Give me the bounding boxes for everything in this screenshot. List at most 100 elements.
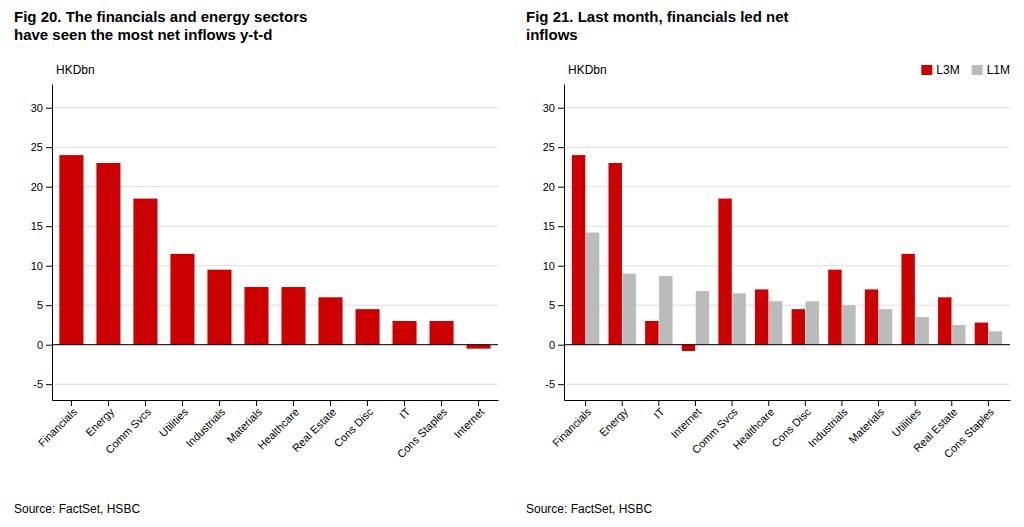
y-tick-mark bbox=[46, 266, 52, 267]
y-tick: 10 bbox=[31, 260, 52, 272]
chart-title: Fig 21. Last month, financials led netin… bbox=[526, 8, 789, 43]
legend-label: L1M bbox=[987, 63, 1010, 77]
x-tick-label: Utilities bbox=[889, 405, 923, 439]
bar bbox=[769, 301, 782, 344]
chart-panel: Fig 21. Last month, financials led netin… bbox=[526, 8, 1011, 516]
bar bbox=[696, 291, 709, 345]
zero-line bbox=[564, 344, 1010, 345]
x-tick: Utilities bbox=[889, 400, 923, 439]
bar bbox=[975, 323, 988, 345]
y-tick: 25 bbox=[543, 141, 564, 153]
x-tick-mark bbox=[805, 400, 806, 406]
x-tick-mark bbox=[219, 400, 220, 406]
y-tick-label: 5 bbox=[37, 299, 43, 311]
y-tick-label: -5 bbox=[33, 378, 43, 390]
bar bbox=[938, 297, 951, 344]
x-tick-label: Industrials bbox=[183, 405, 227, 449]
x-tick: IT bbox=[651, 400, 667, 421]
chart-canvas: Fig 20. The financials and energy sector… bbox=[0, 0, 1024, 527]
x-tick-mark bbox=[108, 400, 109, 406]
bar bbox=[879, 309, 892, 345]
y-tick-label: 10 bbox=[31, 260, 43, 272]
legend-item: L1M bbox=[972, 63, 1010, 77]
x-tick-label: Utilities bbox=[157, 405, 191, 439]
y-tick: 15 bbox=[543, 220, 564, 232]
y-axis: -5051015202530 bbox=[543, 85, 565, 401]
y-tick-mark bbox=[46, 345, 52, 346]
x-tick-mark bbox=[256, 400, 257, 406]
y-tick-mark bbox=[46, 305, 52, 306]
y-tick-mark bbox=[558, 384, 564, 385]
x-tick: Energy bbox=[83, 400, 116, 439]
x-tick-mark bbox=[404, 400, 405, 406]
x-tick: Cons Staples bbox=[941, 400, 996, 460]
x-tick-label: Cons Staples bbox=[395, 405, 450, 460]
bar bbox=[133, 199, 157, 345]
y-tick-label: 30 bbox=[543, 102, 555, 114]
y-tick: 0 bbox=[37, 339, 52, 351]
y-tick-label: 0 bbox=[37, 339, 43, 351]
bar bbox=[865, 289, 878, 344]
bar bbox=[59, 155, 83, 345]
bar bbox=[430, 321, 454, 345]
source-note: Source: FactSet, HSBC bbox=[14, 502, 140, 516]
y-tick-label: -5 bbox=[545, 378, 555, 390]
bar bbox=[609, 163, 622, 345]
x-axis-line bbox=[53, 400, 499, 401]
bar bbox=[393, 321, 417, 345]
grid-line bbox=[52, 107, 498, 108]
grid-line bbox=[564, 344, 1010, 345]
x-tick-label: Internet bbox=[451, 406, 486, 441]
grid-line bbox=[564, 226, 1010, 227]
x-tick-mark bbox=[145, 400, 146, 406]
bars bbox=[59, 155, 490, 349]
bar bbox=[572, 155, 585, 345]
x-tick-label: Healthcare bbox=[730, 406, 776, 452]
x-tick-label: Cons Disc bbox=[331, 405, 375, 449]
x-tick-mark bbox=[293, 400, 294, 406]
y-tick-label: 25 bbox=[543, 141, 555, 153]
bar bbox=[901, 254, 914, 345]
y-tick-mark bbox=[558, 147, 564, 148]
bar bbox=[281, 287, 305, 345]
y-axis-label: HKDbn bbox=[56, 63, 95, 77]
bar bbox=[623, 274, 636, 345]
y-tick-label: 30 bbox=[31, 102, 43, 114]
x-tick: Internet bbox=[668, 400, 703, 440]
x-tick-mark bbox=[878, 400, 879, 406]
bar bbox=[467, 345, 491, 349]
x-tick: Utilities bbox=[157, 400, 191, 439]
x-tick-label: IT bbox=[397, 405, 413, 421]
legend: L3M L1M bbox=[921, 63, 1010, 77]
y-tick: 25 bbox=[31, 141, 52, 153]
x-tick-mark bbox=[695, 400, 696, 406]
x-tick-mark bbox=[988, 400, 989, 406]
grid-line bbox=[564, 384, 1010, 385]
x-tick-label: Materials bbox=[846, 405, 886, 445]
y-tick: 5 bbox=[37, 299, 52, 311]
bar bbox=[96, 163, 120, 345]
bar bbox=[828, 270, 841, 345]
x-tick-label: Cons Staples bbox=[941, 405, 996, 460]
y-tick-mark bbox=[558, 108, 564, 109]
bar bbox=[755, 289, 768, 344]
x-tick: Healthcare bbox=[730, 400, 776, 452]
x-tick: Internet bbox=[451, 400, 486, 440]
bar bbox=[170, 254, 194, 345]
y-tick-mark bbox=[558, 266, 564, 267]
y-tick: 0 bbox=[549, 339, 564, 351]
grid-line bbox=[52, 344, 498, 345]
y-axis-line bbox=[52, 85, 53, 401]
y-tick: 15 bbox=[31, 220, 52, 232]
y-tick-mark bbox=[46, 187, 52, 188]
x-tick-mark bbox=[367, 400, 368, 406]
x-tick-mark bbox=[622, 400, 623, 406]
chart-panel: Fig 20. The financials and energy sector… bbox=[14, 8, 499, 516]
chart-title: Fig 20. The financials and energy sector… bbox=[14, 8, 307, 43]
x-tick-mark bbox=[71, 400, 72, 406]
y-tick: 30 bbox=[31, 102, 52, 114]
legend-label: L3M bbox=[936, 63, 959, 77]
grid bbox=[564, 108, 1010, 385]
y-tick-label: 5 bbox=[549, 299, 555, 311]
x-axis-line bbox=[565, 400, 1011, 401]
